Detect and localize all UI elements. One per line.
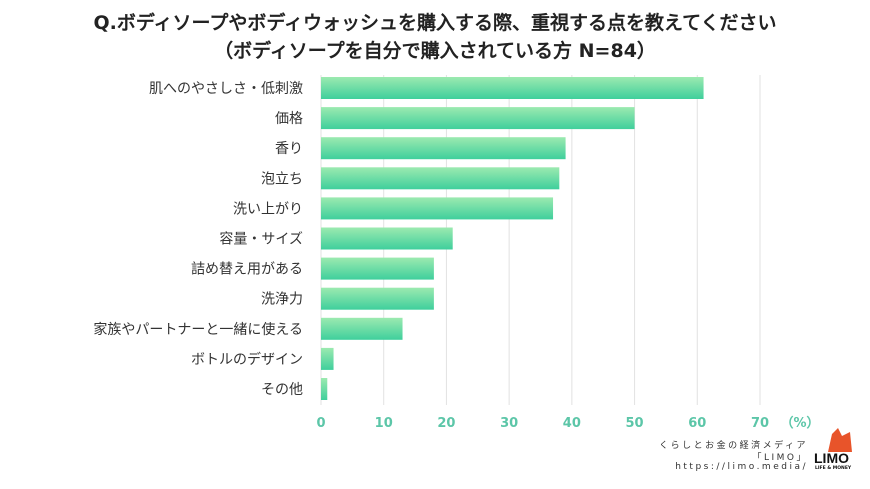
bar-3 xyxy=(321,167,560,190)
logo-text: LIMO xyxy=(814,450,849,466)
bar-0 xyxy=(321,77,704,99)
bar-4 xyxy=(321,197,554,220)
category-label: その他 xyxy=(261,382,303,398)
chart-subtitle: （ボディソープを自分で購入されている方 N=84） xyxy=(214,40,656,62)
x-tick-label: 40 xyxy=(563,416,581,431)
credit-line3: https://limo.media/ xyxy=(675,462,808,472)
bar-2 xyxy=(321,137,566,160)
bar-7 xyxy=(321,287,434,310)
credit-line2: 「LIMO」 xyxy=(752,453,808,463)
category-label: 家族やパートナーと一緒に使える xyxy=(93,321,303,338)
category-label: 価格 xyxy=(275,111,303,127)
x-tick-label: 20 xyxy=(437,416,455,431)
limo-logo: LIMO LIFE & MONEY xyxy=(812,428,862,474)
bar-9 xyxy=(321,347,334,370)
bar-10 xyxy=(321,378,328,400)
x-tick-label: 30 xyxy=(500,416,518,431)
category-label: 香り xyxy=(275,141,303,157)
category-label: 詰め替え用がある xyxy=(191,262,303,278)
limo-fox-icon xyxy=(828,428,852,452)
category-label: 泡立ち xyxy=(261,171,303,187)
x-unit-label: （%） xyxy=(780,415,819,431)
logo-sub: LIFE & MONEY xyxy=(815,466,852,471)
category-label: ボトルのデザイン xyxy=(191,351,303,368)
credit-line1: くらしとお金の経済メディア xyxy=(659,441,808,451)
category-label: 容量・サイズ xyxy=(219,231,303,248)
x-tick-label: 0 xyxy=(316,416,325,431)
bar-6 xyxy=(321,257,434,280)
category-label: 洗浄力 xyxy=(261,292,303,308)
x-tick-label: 70 xyxy=(751,416,769,431)
chart-title: Q.ボディソープやボディウォッシュを購入する際、重視する点を教えてください xyxy=(93,12,777,34)
x-tick-label: 50 xyxy=(626,416,644,431)
x-tick-label: 60 xyxy=(688,416,706,431)
category-label: 肌へのやさしさ・低刺激 xyxy=(149,80,303,97)
bar-1 xyxy=(321,107,635,130)
x-tick-label: 10 xyxy=(375,416,393,431)
bar-5 xyxy=(321,227,453,250)
category-label: 洗い上がり xyxy=(233,201,303,217)
bar-8 xyxy=(321,317,403,340)
